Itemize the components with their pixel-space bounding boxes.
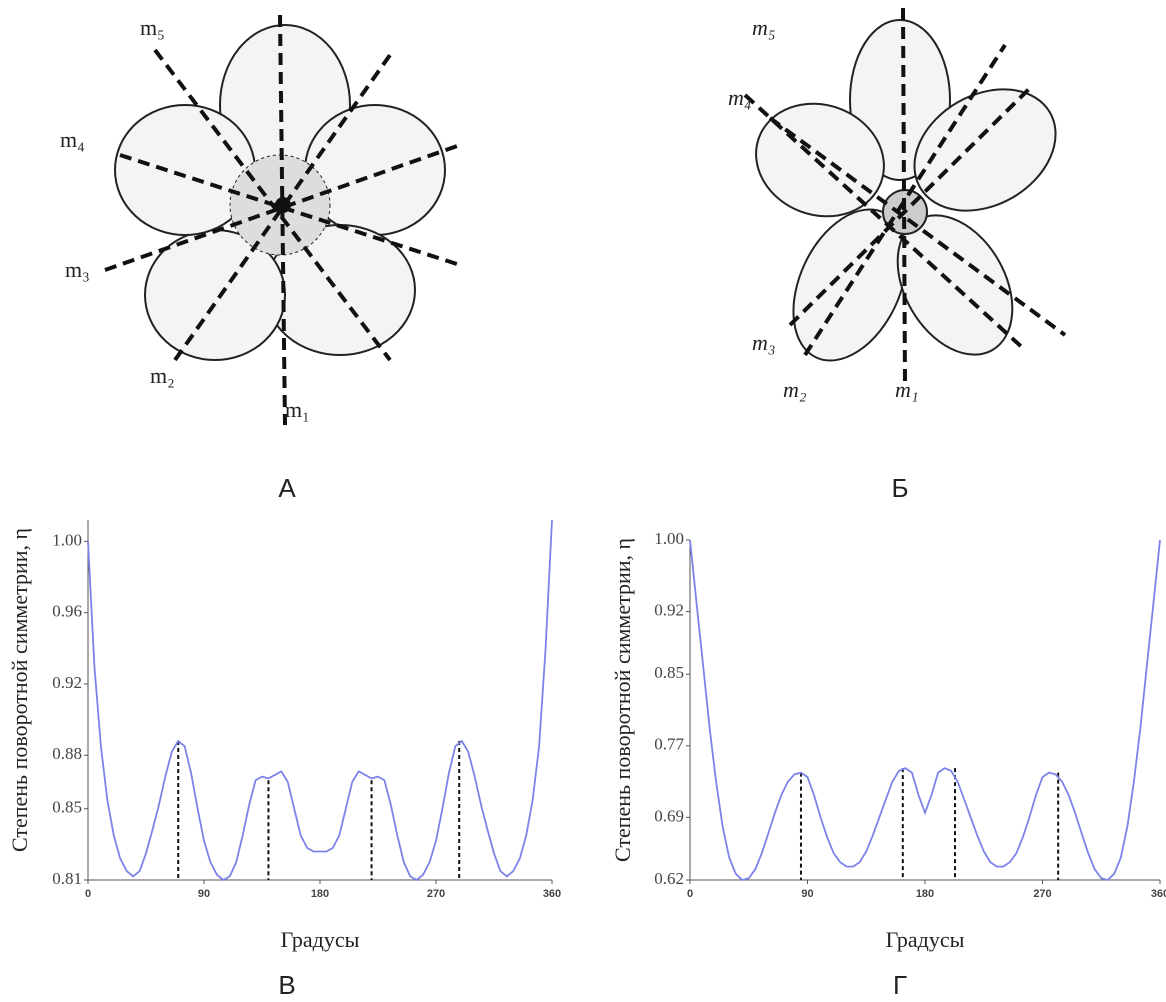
y-tick-label: 0.85 [654,663,684,682]
y-tick-label: 0.85 [52,798,82,817]
axis-label: m₃ [752,330,776,355]
axis-line [768,116,1067,337]
y-tick-label: 0.96 [52,602,82,621]
y-axis-label: Степень поворотной симметрии, η [610,538,635,862]
x-tick-label: 180 [916,888,934,900]
x-tick-label: 360 [1151,888,1166,900]
axis-label: m₁ [895,377,919,402]
y-tick-label: 0.92 [52,673,82,692]
axis-label: m₂ [150,363,175,388]
x-tick-label: 360 [543,888,561,900]
x-tick-label: 90 [801,888,813,900]
y-axis-label: Степень поворотной симметрии, η [7,528,32,852]
axis-label: m₄ [728,85,752,110]
x-tick-label: 270 [427,888,445,900]
x-tick-label: 0 [687,888,693,900]
axis-label: m₅ [752,15,776,40]
x-axis-label: Градусы [281,927,360,952]
panel-label: В [278,970,295,1000]
axis-label: m₂ [783,377,807,402]
panel-label: Б [891,473,908,503]
axis-label: m₃ [65,257,90,282]
axis-line [104,143,461,272]
axis-label: m₁ [285,397,310,422]
y-tick-label: 0.88 [52,744,82,763]
y-tick-label: 1.00 [52,530,82,549]
x-tick-label: 0 [85,888,91,900]
flower-b: m₁ m₂ m₃ m₄ m₅ Б [728,7,1067,503]
y-tick-label: 0.62 [654,869,684,888]
curve [87,519,553,882]
curve [689,539,1161,882]
y-tick-label: 0.92 [654,600,684,619]
axis-line [278,14,287,426]
x-tick-label: 270 [1033,888,1051,900]
petal [913,88,1057,212]
panel-label: Г [893,970,907,1000]
axis-line [153,48,392,362]
x-tick-label: 90 [198,888,210,900]
x-tick-label: 180 [311,888,329,900]
axis-line [803,43,1007,357]
x-axis-label: Градусы [886,927,965,952]
axis-line [173,53,392,362]
y-tick-label: 0.77 [654,735,684,754]
axis-line [743,93,1027,352]
axis-line [119,153,461,267]
axis-label: m₄ [60,127,85,152]
axis-line [901,7,907,386]
y-tick-label: 0.69 [654,806,684,825]
y-tick-label: 0.81 [52,869,82,888]
axis-label: m₅ [140,15,165,40]
panel-label: А [278,473,296,503]
y-tick-label: 1.00 [654,529,684,548]
flower-a: m₁ m₂ m₃ m₄ m₅ А [60,14,461,503]
